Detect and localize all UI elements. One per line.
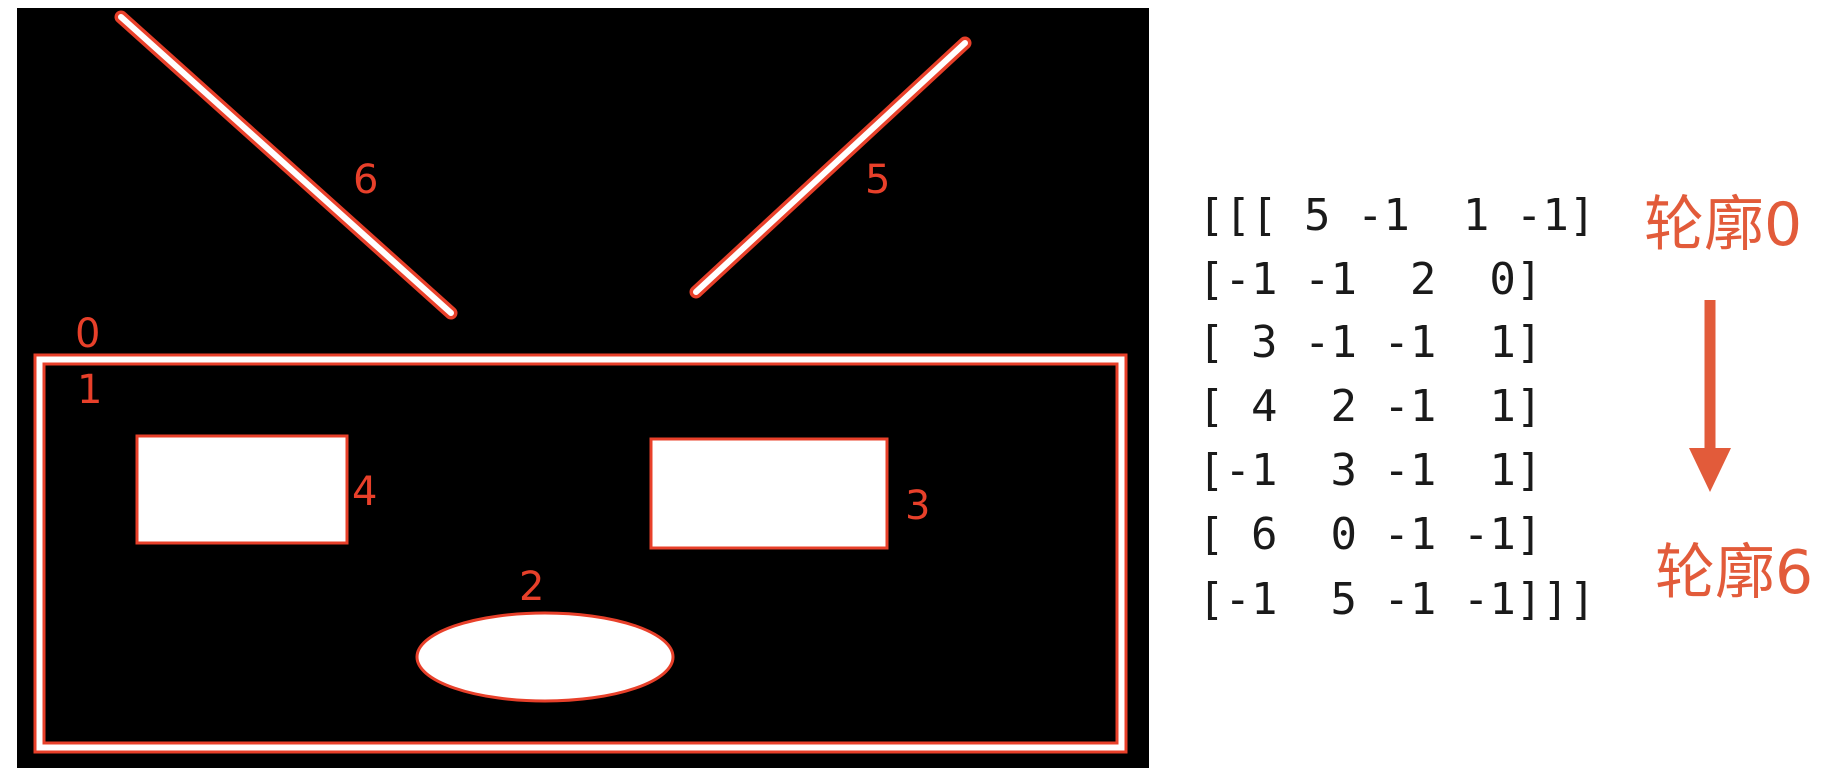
annotation-bottom-label: 轮廓6 [1655, 538, 1813, 608]
binary-image-panel: 6 5 0 1 4 3 2 [17, 8, 1149, 768]
contour-label-0: 0 [75, 311, 100, 357]
matrix-row: [-1 3 -1 1] [1198, 445, 1542, 496]
contour-label-6: 6 [353, 157, 378, 203]
contour-4-rect [135, 434, 349, 545]
contour-label-5: 5 [865, 157, 890, 203]
order-annotation: 轮廓0 轮廓6 [1644, 190, 1813, 608]
contour-label-3: 3 [905, 483, 930, 529]
matrix-row: [[[ 5 -1 1 -1] [1198, 190, 1595, 241]
hierarchy-matrix: [[[ 5 -1 1 -1] [-1 -1 2 0] [ 3 -1 -1 1] … [1198, 190, 1595, 625]
down-arrow-icon [1689, 300, 1731, 492]
contour-label-2: 2 [519, 564, 544, 610]
matrix-row: [-1 5 -1 -1]]] [1198, 574, 1595, 625]
contour-3-rect [649, 437, 889, 550]
matrix-row: [ 3 -1 -1 1] [1198, 317, 1542, 368]
matrix-row: [ 6 0 -1 -1] [1198, 509, 1542, 560]
contour-5-line [689, 36, 972, 299]
contour-label-1: 1 [77, 367, 102, 413]
contour-label-4: 4 [352, 469, 377, 515]
matrix-row: [ 4 2 -1 1] [1198, 381, 1542, 432]
contour-6-line [114, 10, 458, 320]
matrix-row: [-1 -1 2 0] [1198, 254, 1542, 305]
contour-2-ellipse [415, 611, 675, 703]
annotation-top-label: 轮廓0 [1644, 190, 1802, 260]
